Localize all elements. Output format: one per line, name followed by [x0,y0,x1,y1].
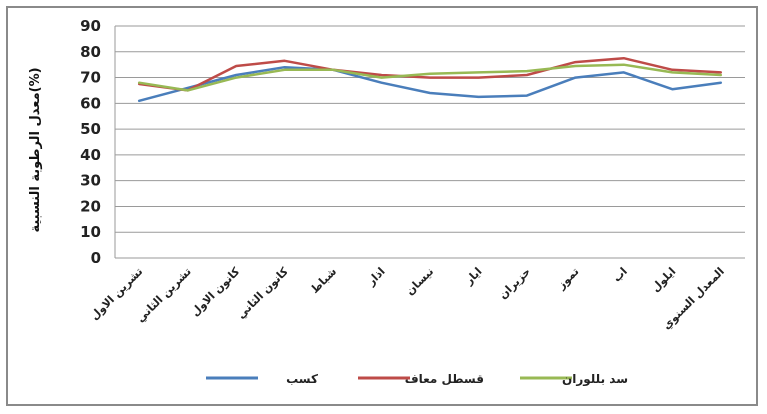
legend-label-0: كسب [286,372,318,386]
y-tick-label: 60 [80,94,101,112]
y-tick-label: 40 [80,146,101,164]
series-lines [137,56,723,103]
y-tick-label: 70 [80,69,101,87]
series-line-1 [137,56,723,92]
series-line-2 [137,63,723,92]
y-tick-label: 30 [80,172,101,190]
x-tick-label: ايار [462,265,485,288]
y-tick-label: 0 [91,249,101,267]
x-tick-label: اذار [364,265,388,289]
x-tick-label: كانون الثاني [234,265,291,322]
y-tick-label: 80 [80,43,101,61]
legend: كسب قسطل معاف سد بللوران [206,372,628,387]
y-axis-ticks: 0 10 20 30 40 50 60 70 80 90 [80,17,101,267]
series-line-0 [137,65,723,103]
y-axis-label: معدل الرطوبة النسبية(%) [28,67,43,232]
y-tick-label: 10 [80,223,101,241]
y-tick-label: 20 [80,197,101,215]
x-tick-label: اب [610,265,630,285]
x-tick-label: حزيران [496,265,533,302]
y-tick-label: 90 [80,17,101,35]
legend-label-2: سد بللوران [562,372,628,387]
grid [114,25,745,259]
legend-label-1: قسطل معاف [405,372,484,386]
x-tick-label: نيسان [403,265,436,298]
x-tick-label: شباط [308,265,339,296]
y-tick-label: 50 [80,120,101,138]
x-tick-label: ايلول [649,265,679,295]
x-tick-label: تموز [554,265,581,292]
